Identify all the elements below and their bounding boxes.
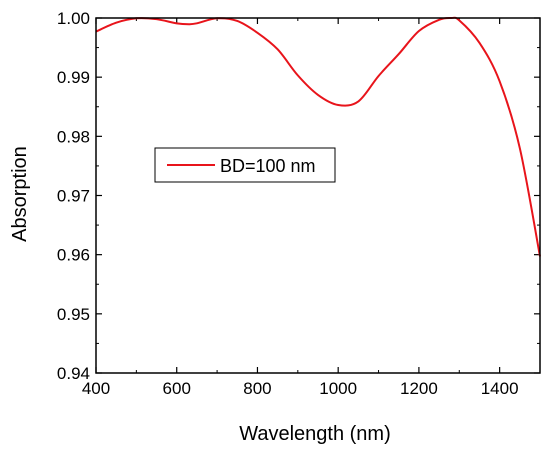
y-axis-ticks: 0.94 0.95 0.96 0.97 0.98 0.99 1.00 bbox=[57, 9, 540, 383]
x-tick-label: 400 bbox=[82, 379, 110, 398]
y-axis-title: Absorption bbox=[9, 146, 31, 242]
series-line bbox=[95, 16, 541, 257]
y-tick-label: 0.97 bbox=[57, 187, 90, 206]
legend-label: BD=100 nm bbox=[220, 156, 316, 176]
series-layer bbox=[95, 16, 541, 257]
y-tick-label: 0.98 bbox=[57, 127, 90, 146]
x-tick-label: 800 bbox=[243, 379, 271, 398]
x-tick-label: 1400 bbox=[481, 379, 519, 398]
x-tick-label: 1200 bbox=[400, 379, 438, 398]
x-axis-ticks: 400 600 800 1000 1200 1400 bbox=[82, 18, 541, 398]
x-axis-title: Wavelength (nm) bbox=[239, 423, 391, 445]
y-tick-label: 0.95 bbox=[57, 305, 90, 324]
y-tick-label: 0.96 bbox=[57, 246, 90, 265]
y-tick-label: 1.00 bbox=[57, 9, 90, 28]
x-tick-label: 600 bbox=[163, 379, 191, 398]
legend: BD=100 nm bbox=[154, 147, 336, 183]
plot-frame bbox=[95, 17, 541, 374]
y-tick-label: 0.99 bbox=[57, 68, 90, 87]
x-tick-label: 1000 bbox=[319, 379, 357, 398]
y-tick-label: 0.94 bbox=[57, 364, 90, 383]
